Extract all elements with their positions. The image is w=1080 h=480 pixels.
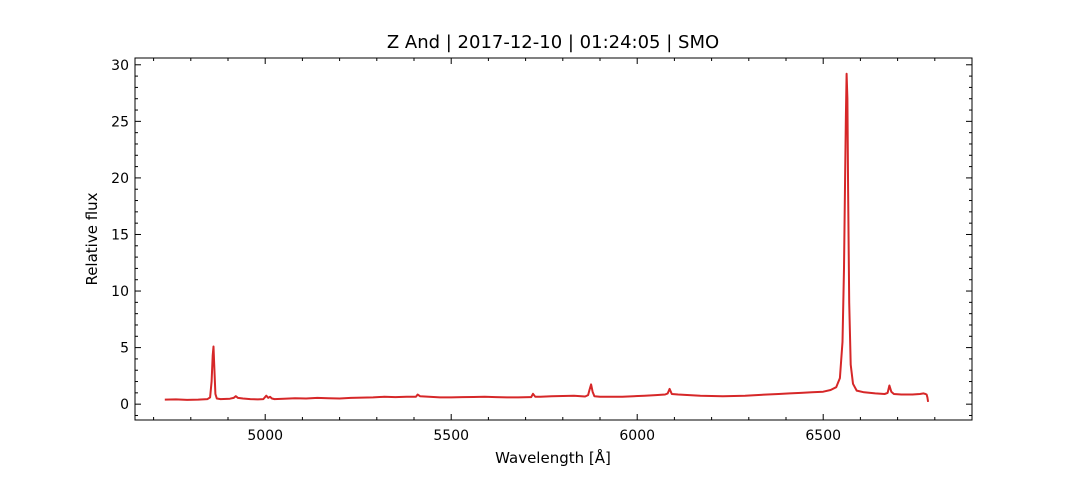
x-tick-label: 5500 (433, 428, 469, 444)
y-tick-label: 30 (111, 58, 129, 74)
axis-ticks: 5000 5500 6000 6500 0 5 10 15 20 25 30 (111, 58, 973, 444)
spectrum-line (164, 72, 930, 403)
x-tick-label: 6500 (805, 428, 841, 444)
y-tick-label: 15 (111, 227, 129, 243)
x-tick-label: 6000 (619, 428, 655, 444)
axes-frame (134, 57, 973, 421)
x-tick-label: 5000 (247, 428, 283, 444)
y-tick-label: 10 (111, 284, 129, 300)
y-tick-label: 20 (111, 171, 129, 187)
y-tick-label: 0 (120, 397, 129, 413)
x-axis-label: Wavelength [Å] (495, 448, 611, 467)
y-tick-label: 5 (120, 341, 129, 357)
chart-title: Z And | 2017-12-10 | 01:24:05 | SMO (387, 32, 719, 53)
y-tick-label: 25 (111, 114, 129, 130)
y-axis-label: Relative flux (83, 192, 101, 285)
plot-area (164, 72, 930, 403)
